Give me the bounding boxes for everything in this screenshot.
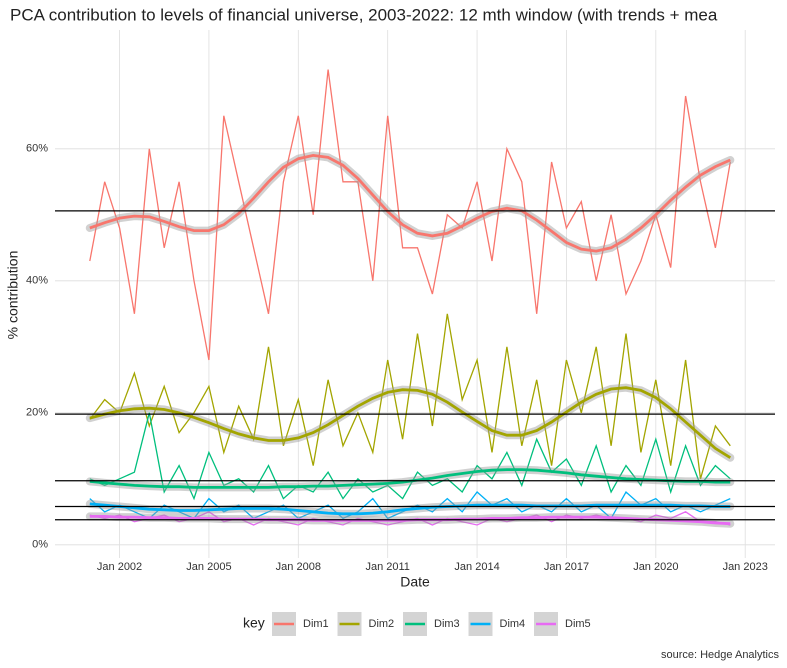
legend-label: Dim2 xyxy=(369,618,395,630)
x-axis-title: Date xyxy=(400,574,430,590)
legend-label: Dim1 xyxy=(303,618,329,630)
series-line xyxy=(89,69,731,361)
series-line xyxy=(89,313,731,479)
y-tick-label: 20% xyxy=(26,407,48,419)
trend-band xyxy=(85,151,735,256)
x-tick-label: Jan 2008 xyxy=(276,561,321,573)
x-tick-label: Jan 2020 xyxy=(633,561,678,573)
x-tick-label: Jan 2023 xyxy=(723,561,768,573)
legend-title: key xyxy=(243,615,265,631)
chart-title: PCA contribution to levels of financial … xyxy=(10,5,718,24)
x-tick-label: Jan 2017 xyxy=(544,561,589,573)
legend-label: Dim5 xyxy=(565,618,591,630)
x-tick-label: Jan 2005 xyxy=(186,561,231,573)
y-axis-title: % contribution xyxy=(5,251,21,340)
y-tick-label: 40% xyxy=(26,275,48,287)
trend-line xyxy=(89,153,731,253)
y-tick-label: 0% xyxy=(32,539,48,551)
legend-label: Dim3 xyxy=(434,618,460,630)
y-tick-label: 60% xyxy=(26,143,48,155)
x-tick-label: Jan 2014 xyxy=(454,561,499,573)
caption: source: Hedge Analytics xyxy=(661,649,780,661)
legend-label: Dim4 xyxy=(500,618,526,630)
trend-line xyxy=(89,502,731,516)
x-tick-label: Jan 2011 xyxy=(365,561,409,573)
trend-line xyxy=(89,386,732,459)
series-line xyxy=(89,412,731,501)
x-tick-label: Jan 2002 xyxy=(97,561,142,573)
